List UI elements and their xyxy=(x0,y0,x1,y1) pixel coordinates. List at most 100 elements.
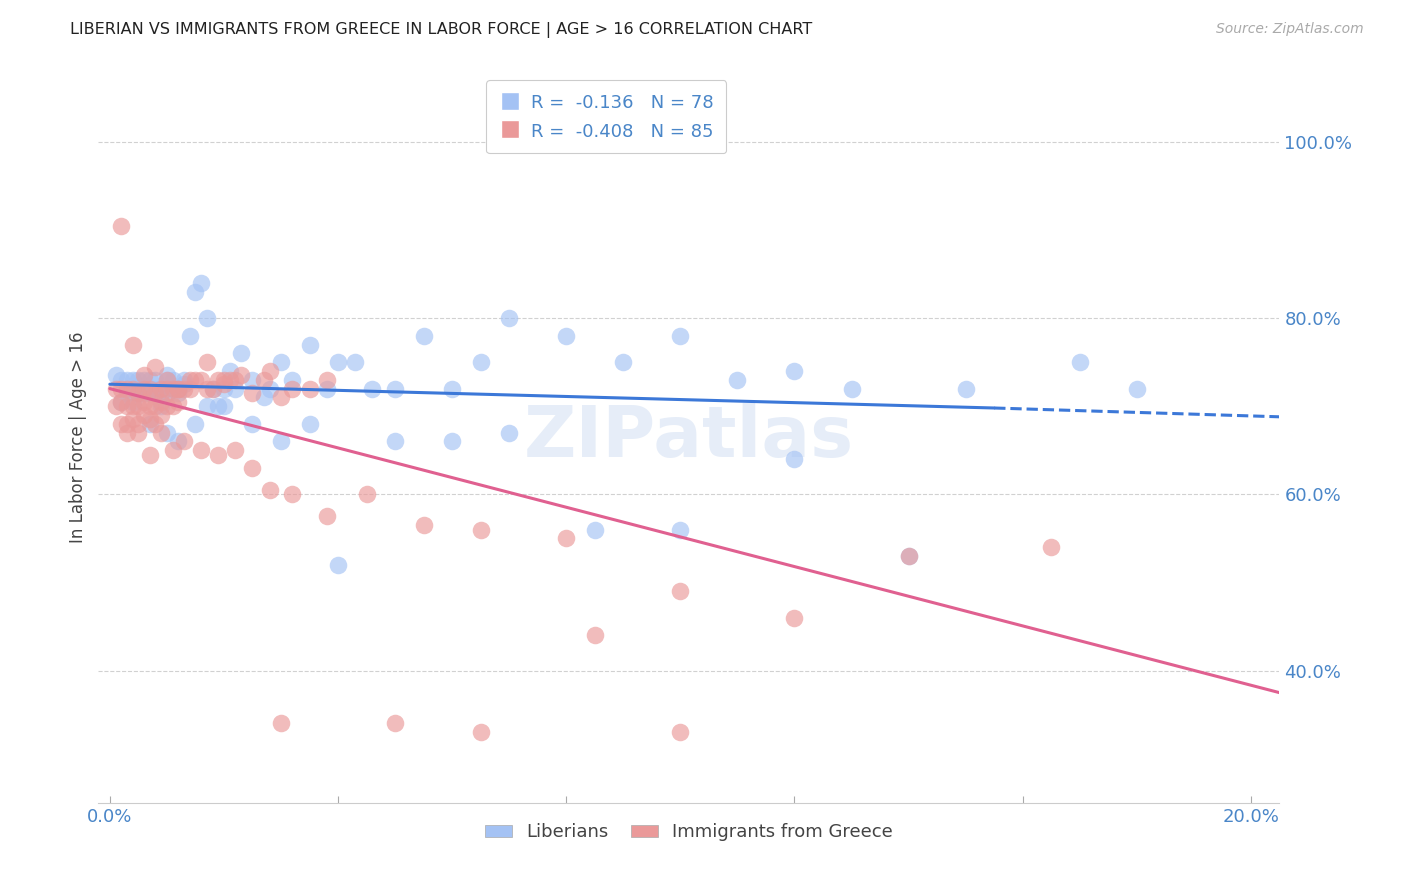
Point xyxy=(218,373,240,387)
Point xyxy=(229,368,252,383)
Point xyxy=(173,377,195,392)
Point xyxy=(470,355,492,369)
Legend: Liberians, Immigrants from Greece: Liberians, Immigrants from Greece xyxy=(478,816,900,848)
Point xyxy=(270,391,292,405)
Point xyxy=(195,355,218,369)
Point xyxy=(173,382,195,396)
Point xyxy=(344,355,367,369)
Point xyxy=(162,373,184,387)
Point xyxy=(127,373,149,387)
Point xyxy=(190,276,212,290)
Point xyxy=(281,382,304,396)
Point xyxy=(139,373,162,387)
Point xyxy=(145,373,167,387)
Point xyxy=(115,399,138,413)
Point xyxy=(145,359,167,374)
Point xyxy=(110,394,132,409)
Point xyxy=(121,412,143,426)
Point xyxy=(270,716,292,731)
Point xyxy=(361,382,384,396)
Point xyxy=(326,558,349,572)
Point xyxy=(132,386,155,401)
Point xyxy=(139,399,162,413)
Point xyxy=(110,417,132,431)
Point xyxy=(441,382,464,396)
Point xyxy=(156,373,179,387)
Point xyxy=(115,382,138,396)
Point xyxy=(315,382,337,396)
Point xyxy=(156,382,179,396)
Point xyxy=(184,417,207,431)
Point xyxy=(384,382,406,396)
Point xyxy=(132,373,155,387)
Point xyxy=(612,355,634,369)
Point xyxy=(121,399,143,413)
Point xyxy=(253,391,276,405)
Point xyxy=(184,373,207,387)
Point xyxy=(298,337,321,351)
Point xyxy=(156,373,179,387)
Point xyxy=(1040,540,1063,554)
Point xyxy=(897,549,920,563)
Point xyxy=(224,373,246,387)
Point xyxy=(115,425,138,440)
Point xyxy=(669,523,692,537)
Point xyxy=(470,725,492,739)
Point xyxy=(315,373,337,387)
Point xyxy=(145,386,167,401)
Point xyxy=(212,382,235,396)
Point xyxy=(162,382,184,396)
Point xyxy=(195,311,218,326)
Point xyxy=(259,364,281,378)
Point xyxy=(121,373,143,387)
Point xyxy=(121,394,143,409)
Point xyxy=(207,448,229,462)
Point xyxy=(242,373,264,387)
Point xyxy=(224,443,246,458)
Point xyxy=(315,509,337,524)
Point xyxy=(132,382,155,396)
Point xyxy=(298,382,321,396)
Point xyxy=(121,382,143,396)
Point xyxy=(184,285,207,299)
Point xyxy=(167,382,190,396)
Point xyxy=(139,448,162,462)
Point xyxy=(127,386,149,401)
Point xyxy=(201,382,224,396)
Point xyxy=(132,382,155,396)
Point xyxy=(326,355,349,369)
Point xyxy=(783,611,806,625)
Point xyxy=(115,386,138,401)
Point xyxy=(259,483,281,497)
Point xyxy=(190,443,212,458)
Point xyxy=(162,382,184,396)
Point xyxy=(783,364,806,378)
Point xyxy=(242,461,264,475)
Point xyxy=(115,373,138,387)
Point xyxy=(242,417,264,431)
Point xyxy=(498,311,520,326)
Point xyxy=(179,382,201,396)
Point xyxy=(104,368,127,383)
Point xyxy=(110,219,132,233)
Point xyxy=(259,382,281,396)
Point xyxy=(207,373,229,387)
Point xyxy=(127,382,149,396)
Point xyxy=(162,443,184,458)
Point xyxy=(127,417,149,431)
Text: LIBERIAN VS IMMIGRANTS FROM GREECE IN LABOR FORCE | AGE > 16 CORRELATION CHART: LIBERIAN VS IMMIGRANTS FROM GREECE IN LA… xyxy=(70,22,813,38)
Point xyxy=(384,434,406,449)
Point xyxy=(127,425,149,440)
Point xyxy=(127,386,149,401)
Point xyxy=(897,549,920,563)
Point xyxy=(224,382,246,396)
Point xyxy=(150,382,173,396)
Point xyxy=(298,417,321,431)
Point xyxy=(115,382,138,396)
Point xyxy=(281,487,304,501)
Point xyxy=(212,399,235,413)
Point xyxy=(201,382,224,396)
Point xyxy=(139,386,162,401)
Point xyxy=(167,394,190,409)
Point xyxy=(179,328,201,343)
